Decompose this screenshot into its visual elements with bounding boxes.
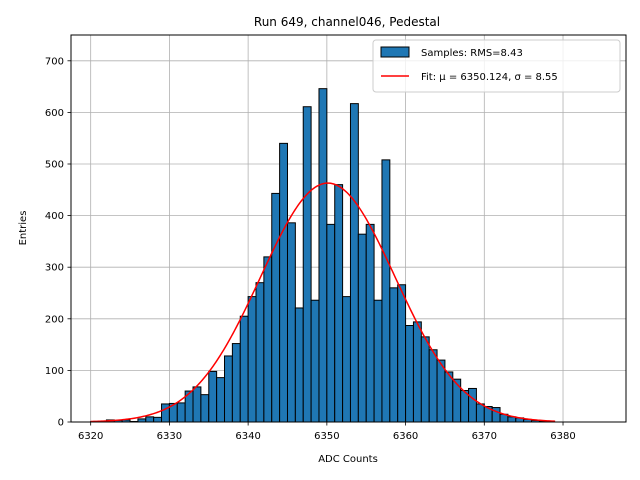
histogram-bar	[153, 416, 163, 423]
x-axis-label: ADC Counts	[318, 454, 378, 465]
histogram-bar	[176, 402, 186, 423]
histogram-bar	[279, 142, 288, 423]
legend-box	[372, 39, 621, 93]
histogram-bar	[216, 377, 226, 423]
y-axis-ticks: 0 100 200 300 400 500 600 700	[45, 56, 71, 429]
histogram-bar	[452, 378, 462, 423]
histogram-bar	[381, 159, 391, 423]
histogram-bar	[310, 299, 320, 423]
histogram-bar	[420, 336, 430, 423]
y-tick-label: 0	[58, 418, 64, 429]
legend-histogram-swatch	[380, 46, 410, 58]
histogram-bar	[397, 284, 407, 423]
x-tick-label: 6330	[157, 431, 182, 442]
histogram-bar	[389, 287, 399, 423]
histogram-bar	[405, 325, 414, 423]
histogram-bar	[365, 223, 375, 423]
legend-histogram-label: Samples: RMS=8.43	[421, 48, 523, 59]
histogram-bar	[271, 192, 281, 423]
x-tick-label: 6340	[235, 431, 260, 442]
histogram-bar	[318, 88, 328, 423]
histogram-bar	[373, 299, 383, 423]
histogram-bar	[239, 315, 249, 423]
y-tick-label: 200	[45, 314, 64, 325]
legend: Samples: RMS=8.43 Fit: μ = 6350.124, σ =…	[372, 39, 621, 93]
x-tick-label: 6370	[472, 431, 497, 442]
histogram-bar	[294, 307, 304, 423]
histogram-bar	[334, 184, 344, 423]
y-tick-label: 300	[45, 263, 64, 274]
histogram-bar	[342, 296, 351, 423]
histogram-bar	[208, 370, 218, 423]
y-axis-label: Entries	[18, 211, 29, 246]
histogram-bar	[468, 387, 477, 423]
histogram-bar	[460, 390, 470, 423]
histogram-bar	[263, 256, 273, 423]
histogram-bar	[349, 103, 359, 423]
legend-fit-label: Fit: μ = 6350.124, σ = 8.55	[421, 72, 558, 83]
histogram-bar	[255, 282, 265, 423]
histogram-bar	[161, 403, 170, 423]
x-tick-label: 6360	[393, 431, 418, 442]
chart-title: Run 649, channel046, Pedestal	[254, 15, 440, 29]
x-axis-ticks: 6320 6330 6340 6350 6360 6370 6380	[78, 422, 576, 442]
histogram-bar	[444, 371, 454, 423]
histogram-bar	[247, 296, 257, 423]
y-tick-label: 400	[45, 211, 64, 222]
y-tick-label: 700	[45, 56, 64, 67]
y-tick-label: 100	[45, 366, 64, 377]
histogram-bar	[302, 106, 312, 423]
x-tick-label: 6350	[314, 431, 339, 442]
y-tick-label: 500	[45, 160, 64, 171]
histogram-bar	[192, 386, 202, 423]
histogram-bar	[357, 233, 367, 423]
histogram-bar	[224, 355, 233, 423]
histogram-bar	[200, 394, 210, 423]
histogram-bar	[428, 349, 438, 423]
histogram-bar	[231, 343, 241, 423]
histogram-bar	[145, 416, 155, 423]
plot-frame	[70, 34, 627, 423]
histogram-bar	[286, 222, 296, 423]
histogram-bar	[326, 223, 336, 423]
histogram-bar	[436, 359, 446, 423]
y-tick-label: 600	[45, 108, 64, 119]
fit-curve	[90, 182, 556, 423]
histogram-bar	[412, 321, 422, 423]
x-tick-label: 6380	[550, 431, 575, 442]
histogram-bar	[475, 403, 485, 423]
x-tick-label: 6320	[78, 431, 103, 442]
